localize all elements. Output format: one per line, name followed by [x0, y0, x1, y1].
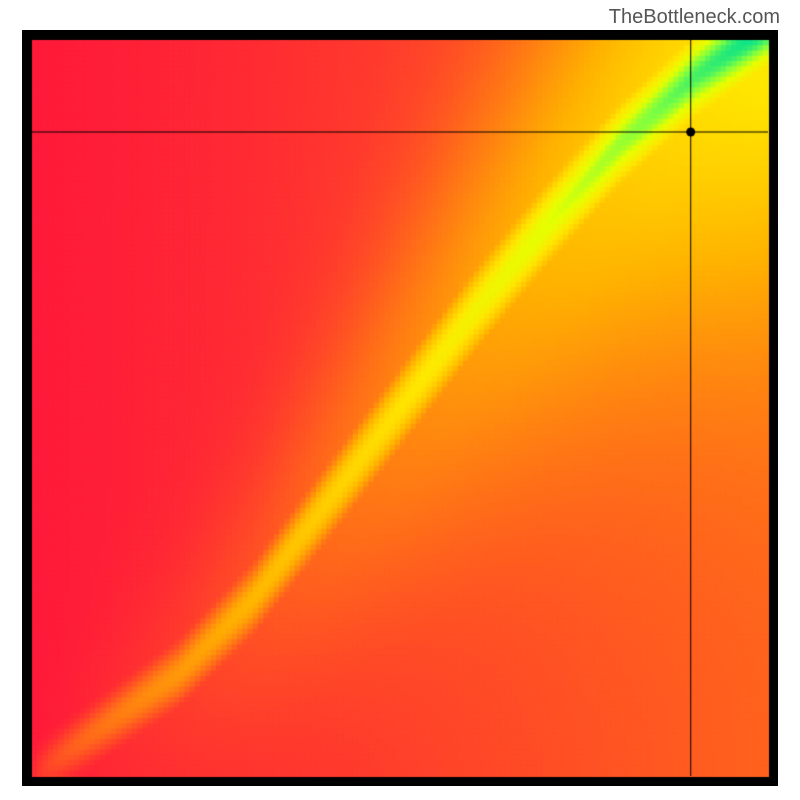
heatmap-canvas: [22, 30, 778, 786]
watermark-text: TheBottleneck.com: [609, 6, 780, 29]
plot-area: [22, 30, 778, 786]
root: TheBottleneck.com: [0, 0, 800, 800]
